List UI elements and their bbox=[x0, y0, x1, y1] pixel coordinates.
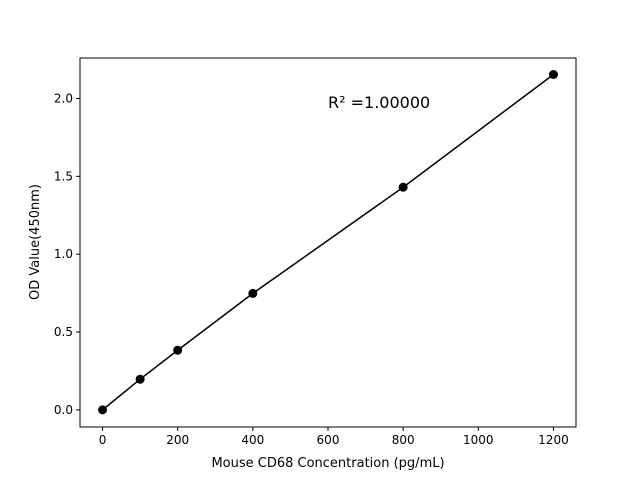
x-tick-label: 1200 bbox=[538, 433, 569, 447]
y-tick-label: 2.0 bbox=[54, 91, 73, 105]
x-axis-label: Mouse CD68 Concentration (pg/mL) bbox=[211, 456, 444, 471]
y-tick-label: 0.0 bbox=[54, 403, 73, 417]
data-point bbox=[98, 405, 108, 415]
data-point bbox=[173, 345, 183, 355]
fit-line bbox=[102, 73, 554, 411]
data-point bbox=[398, 182, 408, 192]
x-tick-label: 1000 bbox=[463, 433, 494, 447]
data-point bbox=[135, 374, 145, 384]
x-tick-label: 200 bbox=[166, 433, 189, 447]
y-tick-label: 0.5 bbox=[54, 325, 73, 339]
x-tick-label: 0 bbox=[99, 433, 107, 447]
x-tick-label: 800 bbox=[392, 433, 415, 447]
x-tick-label: 600 bbox=[317, 433, 340, 447]
y-tick-label: 1.5 bbox=[54, 169, 73, 183]
x-tick-label: 400 bbox=[241, 433, 264, 447]
data-point bbox=[248, 288, 258, 298]
data-point bbox=[548, 70, 558, 80]
annotation-r2: R² =1.00000 bbox=[328, 93, 430, 112]
y-axis-label: OD Value(450nm) bbox=[28, 184, 43, 300]
y-tick-label: 1.0 bbox=[54, 247, 73, 261]
